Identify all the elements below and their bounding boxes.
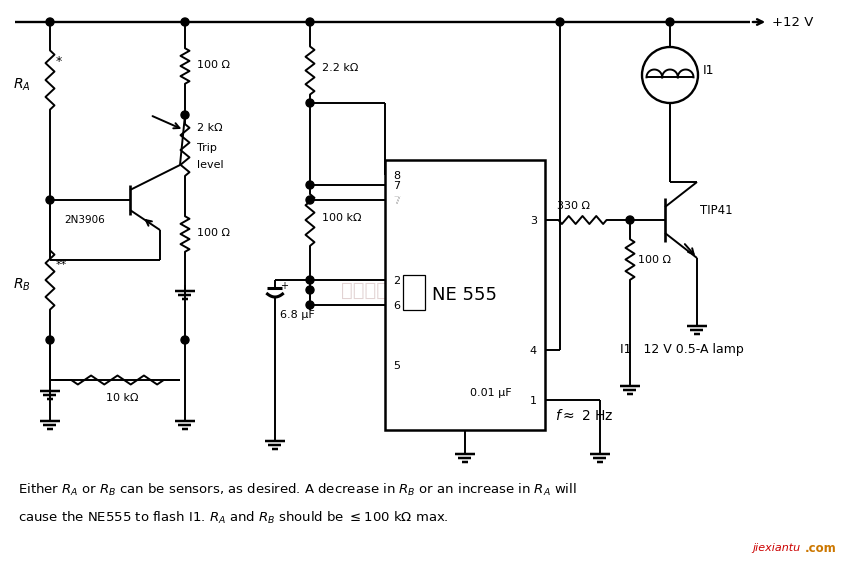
Text: 7: 7 — [393, 181, 400, 191]
Text: 0.01 µF: 0.01 µF — [470, 388, 511, 398]
Text: **: ** — [56, 260, 67, 270]
Circle shape — [306, 196, 314, 204]
Circle shape — [181, 111, 189, 119]
Circle shape — [306, 276, 314, 284]
Text: *: * — [56, 56, 62, 69]
Text: +12 V: +12 V — [772, 16, 813, 29]
Text: I1: I1 — [703, 64, 715, 77]
Circle shape — [181, 18, 189, 26]
Text: 8: 8 — [393, 171, 400, 181]
Circle shape — [181, 336, 189, 344]
Text: 100 Ω: 100 Ω — [638, 255, 671, 265]
Text: Trip: Trip — [197, 143, 217, 153]
Text: 100 Ω: 100 Ω — [197, 228, 230, 238]
Text: 2: 2 — [393, 276, 400, 286]
Text: 2 kΩ: 2 kΩ — [197, 123, 223, 133]
Text: 100 kΩ: 100 kΩ — [322, 213, 362, 223]
Text: Either $R_A$ or $R_B$ can be sensors, as desired. A decrease in $R_B$ or an incr: Either $R_A$ or $R_B$ can be sensors, as… — [18, 482, 577, 498]
Text: 6.8 µF: 6.8 µF — [280, 310, 315, 320]
Text: 6: 6 — [393, 301, 400, 311]
Text: .com: .com — [805, 541, 837, 555]
Text: 2N3906: 2N3906 — [65, 215, 105, 225]
Text: $f \approx$ 2 Hz: $f \approx$ 2 Hz — [555, 408, 614, 422]
Text: 330 Ω: 330 Ω — [557, 201, 590, 211]
Bar — [385, 160, 545, 430]
Circle shape — [46, 336, 54, 344]
Text: $R_B$: $R_B$ — [13, 277, 31, 293]
Text: I1   12 V 0.5-A lamp: I1 12 V 0.5-A lamp — [620, 344, 743, 357]
Text: 10 kΩ: 10 kΩ — [106, 393, 139, 403]
Text: cause the NE555 to flash I1. $R_A$ and $R_B$ should be $\leq$100 k$\Omega$ max.: cause the NE555 to flash I1. $R_A$ and $… — [18, 510, 449, 526]
Bar — [403, 275, 425, 310]
Circle shape — [306, 99, 314, 107]
Text: $R_A$: $R_A$ — [13, 77, 31, 93]
Text: NE 555: NE 555 — [432, 286, 498, 304]
Text: 100 Ω: 100 Ω — [197, 60, 230, 70]
Text: 7: 7 — [393, 196, 400, 206]
Text: jiexiantu: jiexiantu — [752, 543, 800, 553]
Circle shape — [306, 301, 314, 309]
Circle shape — [666, 18, 674, 26]
Text: +: + — [280, 281, 288, 291]
Text: 杭州董睬科技有限公司: 杭州董睬科技有限公司 — [341, 281, 458, 299]
Text: 2.2 kΩ: 2.2 kΩ — [322, 63, 358, 73]
Circle shape — [46, 196, 54, 204]
Text: 1: 1 — [530, 396, 537, 406]
Circle shape — [306, 181, 314, 189]
Text: level: level — [197, 160, 224, 170]
Text: 5: 5 — [393, 361, 400, 371]
Text: 7: 7 — [393, 196, 400, 206]
Text: TIP41: TIP41 — [700, 204, 733, 217]
Circle shape — [306, 286, 314, 294]
Circle shape — [556, 18, 564, 26]
Text: 3: 3 — [530, 216, 537, 226]
Circle shape — [626, 216, 634, 224]
Text: 4: 4 — [530, 346, 537, 356]
Circle shape — [306, 18, 314, 26]
Circle shape — [46, 18, 54, 26]
